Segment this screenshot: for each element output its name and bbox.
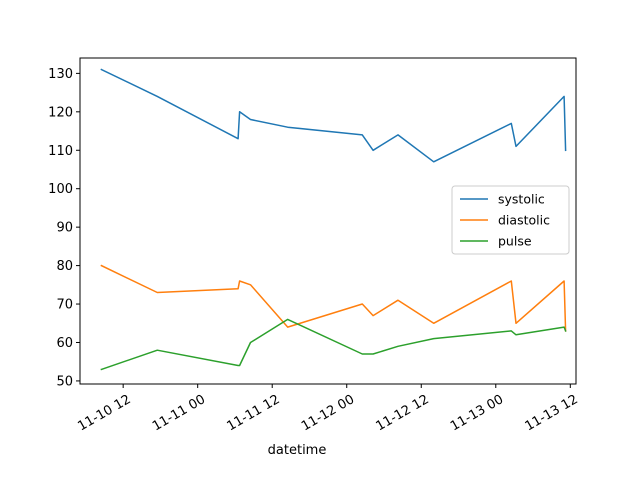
y-tick-label: 70 <box>56 298 73 313</box>
y-tick-label: 50 <box>56 374 73 389</box>
x-axis-title: datetime <box>268 443 327 458</box>
x-axis: 11-10 12 11-11 00 11-11 12 11-12 00 11-12 12… <box>75 384 581 434</box>
series-line-diastolic <box>100 264 567 332</box>
series-layer <box>100 68 567 371</box>
x-tick-label: 11-11 00 <box>150 392 208 434</box>
legend-label-pulse: pulse <box>498 234 532 249</box>
y-tick-label: 100 <box>48 182 73 197</box>
legend-box <box>451 185 570 255</box>
x-tick-label: 11-10 12 <box>75 392 133 434</box>
series-line-systolic <box>100 68 567 163</box>
y-tick-label: 130 <box>48 67 73 82</box>
x-tick-label: 11-12 12 <box>374 392 432 434</box>
legend-label-systolic: systolic <box>498 192 545 207</box>
plot-area-frame <box>79 57 577 385</box>
x-tick-label: 11-11 12 <box>224 392 282 434</box>
y-tick-label: 120 <box>48 105 73 120</box>
legend: systolic diastolic pulse <box>451 185 570 255</box>
y-tick-label: 60 <box>56 336 73 351</box>
legend-label-diastolic: diastolic <box>498 213 550 228</box>
x-tick-label: 11-13 12 <box>523 392 581 434</box>
y-tick-label: 110 <box>48 144 73 159</box>
y-tick-label: 80 <box>56 259 73 274</box>
y-axis: 50 60 70 80 90 100 110 120 130 <box>48 67 80 389</box>
y-tick-label: 90 <box>56 221 73 236</box>
x-tick-label: 11-12 00 <box>299 392 357 434</box>
series-line-pulse <box>100 318 567 371</box>
x-tick-label: 11-13 00 <box>448 392 506 434</box>
